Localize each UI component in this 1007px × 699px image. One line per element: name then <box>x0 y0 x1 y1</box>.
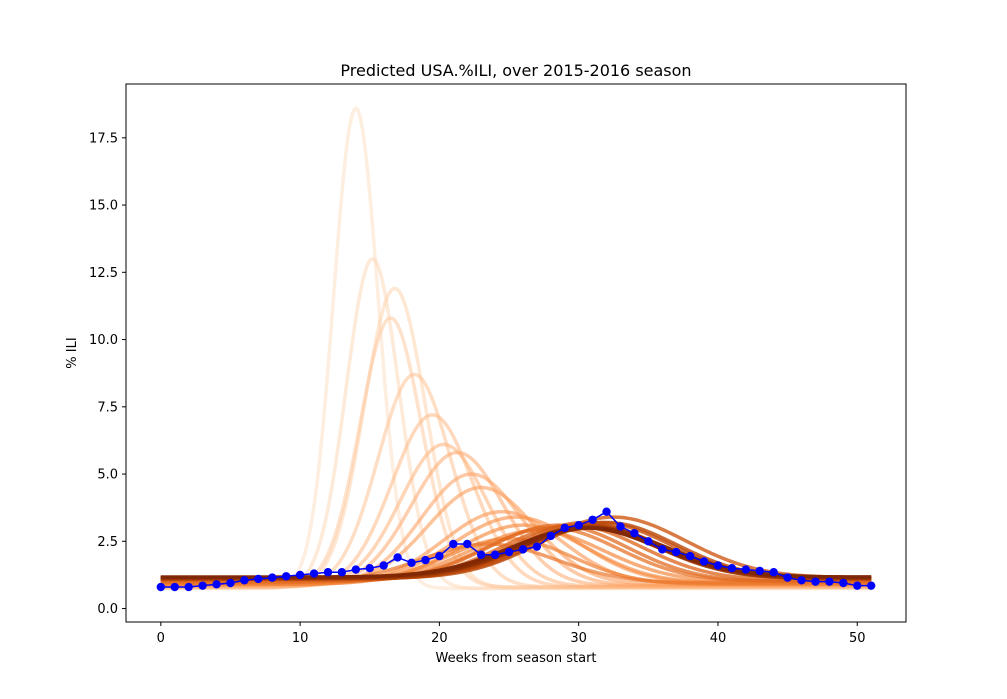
observed-point-41 <box>727 564 737 573</box>
observed-point-17 <box>393 553 402 562</box>
observed-point-48 <box>825 577 834 586</box>
observed-point-38 <box>685 551 695 561</box>
observed-point-45 <box>783 573 792 582</box>
observed-point-47 <box>811 577 820 586</box>
y-axis: 0.0 2.5 5.0 7.5 10.0 12.5 15.0 17.5 <box>89 131 126 617</box>
chart-title: Predicted USA.%ILI, over 2015-2016 seaso… <box>340 61 691 80</box>
observed-point-6 <box>240 576 249 585</box>
y-tick-label-17.5: 17.5 <box>89 131 118 146</box>
observed-point-30 <box>574 520 583 530</box>
observed-point-21 <box>449 539 458 549</box>
y-tick-label-15: 15.0 <box>89 199 118 214</box>
plot-area-frame <box>125 83 907 623</box>
observed-point-29 <box>560 523 569 533</box>
observed-point-5 <box>226 578 235 588</box>
x-tick-label-40: 40 <box>710 631 727 646</box>
observed-point-25 <box>504 547 514 557</box>
y-tick-label-5: 5.0 <box>97 468 118 483</box>
observed-point-0 <box>156 582 166 592</box>
observed-point-36 <box>658 545 667 554</box>
observed-point-16 <box>379 561 388 570</box>
observed-point-39 <box>699 557 709 566</box>
y-tick-label-0: 0.0 <box>97 602 118 617</box>
observed-point-42 <box>741 565 751 574</box>
observed-point-4 <box>212 580 221 589</box>
observed-point-14 <box>351 565 361 574</box>
observed-point-22 <box>463 539 472 549</box>
observed-point-40 <box>713 561 723 570</box>
observed-point-31 <box>588 515 597 524</box>
observed-point-15 <box>365 564 374 573</box>
observed-point-9 <box>281 572 291 581</box>
observed-point-49 <box>839 578 848 588</box>
observed-point-2 <box>184 582 193 592</box>
observed-point-7 <box>254 574 263 584</box>
observed-point-10 <box>295 570 305 580</box>
observed-point-50 <box>853 581 862 590</box>
observed-point-24 <box>490 550 500 559</box>
x-axis: 0 10 20 30 40 50 <box>157 622 866 646</box>
y-tick-label-7.5: 7.5 <box>97 400 118 415</box>
x-tick-label-30: 30 <box>570 631 587 646</box>
observed-point-20 <box>435 551 444 561</box>
observed-point-11 <box>309 569 319 578</box>
observed-point-34 <box>630 529 639 538</box>
observed-point-12 <box>323 568 333 577</box>
observed-point-1 <box>170 582 179 592</box>
y-tick-label-2.5: 2.5 <box>97 535 118 550</box>
observed-point-46 <box>797 576 806 585</box>
observed-point-35 <box>644 537 653 546</box>
x-tick-label-0: 0 <box>157 631 165 646</box>
x-tick-label-10: 10 <box>292 631 309 646</box>
observed-point-28 <box>546 531 556 541</box>
observed-point-26 <box>518 545 528 554</box>
observed-point-32 <box>602 507 611 516</box>
observed-point-37 <box>671 547 681 557</box>
observed-point-23 <box>476 550 486 559</box>
y-tick-label-10: 10.0 <box>89 333 118 348</box>
observed-series <box>156 507 876 592</box>
observed-line <box>160 510 872 588</box>
observed-point-8 <box>268 573 277 582</box>
observed-point-3 <box>198 581 207 590</box>
prediction-curves <box>160 106 872 591</box>
x-axis-label: Weeks from season start <box>435 651 596 666</box>
observed-point-33 <box>616 522 625 531</box>
x-tick-label-20: 20 <box>431 631 448 646</box>
observed-point-27 <box>532 542 542 551</box>
observed-point-44 <box>769 568 778 577</box>
y-tick-label-12.5: 12.5 <box>89 266 118 281</box>
observed-point-13 <box>337 568 347 577</box>
x-tick-label-50: 50 <box>849 631 866 646</box>
observed-point-18 <box>407 558 416 568</box>
y-axis-label: % ILI <box>65 337 80 368</box>
observed-point-43 <box>755 566 764 576</box>
observed-point-51 <box>866 581 876 590</box>
observed-point-19 <box>421 555 430 565</box>
